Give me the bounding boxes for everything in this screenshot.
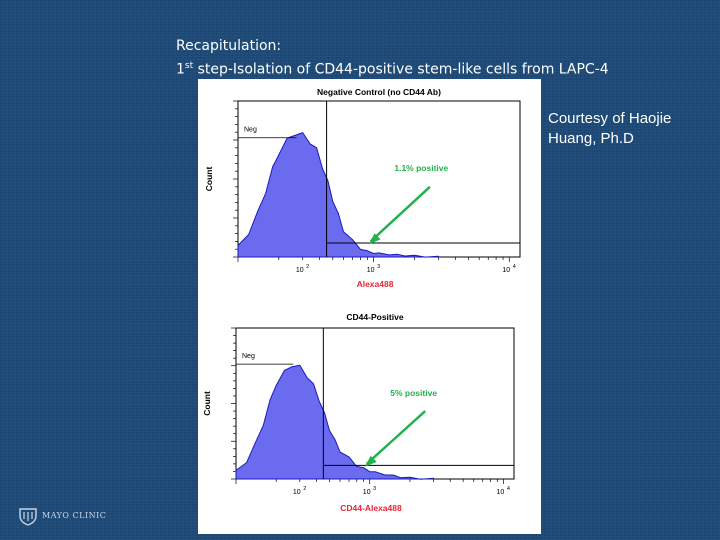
x-tick-label: 10 xyxy=(502,267,510,274)
flow-cytometry-figure: Negative Control (no CD44 Ab) Count 10 3 10 4… xyxy=(198,79,541,534)
title-line-1: Recapitulation: xyxy=(176,38,282,54)
title-step-number: 1 xyxy=(176,61,185,78)
x-axis-label: Alexa488 xyxy=(357,279,394,289)
title-step-text: step-Isolation of CD44-positive stem-lik… xyxy=(193,61,609,78)
x-tick-exponent: 3 xyxy=(377,264,380,270)
histogram-area xyxy=(237,132,439,258)
title-line-2: 1st step-Isolation of CD44-positive stem… xyxy=(176,56,696,80)
slide-title: Recapitulation: 1st step-Isolation of CD… xyxy=(176,36,696,80)
x-tick-label: 10 xyxy=(296,267,304,274)
x-tick-exponent: 4 xyxy=(513,264,516,270)
x-tick-exponent: 4 xyxy=(507,486,510,492)
annotation-arrow-head xyxy=(364,455,377,467)
x-tick-label: 10 xyxy=(293,489,301,496)
neg-gate-label: Neg xyxy=(244,127,257,134)
annotation-arrow-shaft xyxy=(369,185,431,243)
annotation-arrow-shaft xyxy=(365,410,427,465)
x-tick-label: 10 xyxy=(363,489,371,496)
histogram-area xyxy=(235,364,435,480)
x-tick-label: 10 xyxy=(367,267,375,274)
title-step-suffix: st xyxy=(184,61,194,71)
mayo-clinic-logo: MAYO CLINIC xyxy=(18,506,106,526)
x-tick-exponent: 3 xyxy=(373,486,376,492)
neg-gate-label: Neg xyxy=(242,353,255,360)
y-axis-label: Count xyxy=(204,167,214,192)
annotation-arrow-head xyxy=(368,233,381,245)
percent-positive-label: 1.1% positive xyxy=(394,163,448,173)
y-axis-label: Count xyxy=(202,391,212,416)
x-tick-label: 10 xyxy=(497,489,505,496)
x-axis-label: CD44-Alexa488 xyxy=(340,503,402,513)
x-tick-exponent: 2 xyxy=(303,486,306,492)
x-tick-exponent: 2 xyxy=(306,264,309,270)
percent-positive-label: 5% positive xyxy=(390,388,437,398)
chart-title: Negative Control (no CD44 Ab) xyxy=(317,87,441,97)
logo-text: MAYO CLINIC xyxy=(42,511,107,520)
mayo-shield-icon xyxy=(19,508,37,526)
chart-title: CD44-Positive xyxy=(346,312,403,322)
courtesy-credit: Courtesy of Haojie Huang, Ph.D xyxy=(548,110,672,147)
